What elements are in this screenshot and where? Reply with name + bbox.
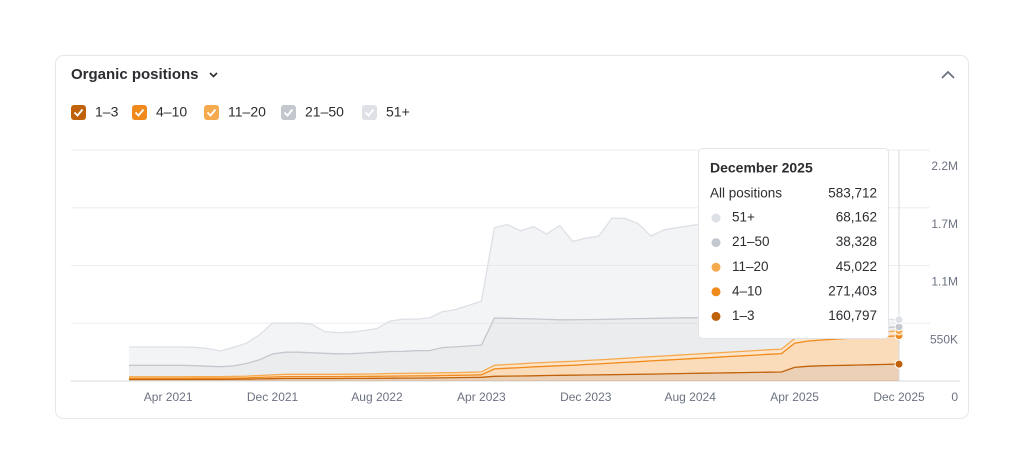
y-tick-label: 1.1M [931, 275, 958, 289]
series-line [129, 363, 900, 381]
hover-dot [894, 359, 904, 369]
hover-dot [894, 315, 904, 325]
legend-checkbox[interactable] [362, 105, 377, 120]
x-tick-label: Aug 2024 [664, 390, 716, 404]
collapse-chevron[interactable] [941, 70, 955, 79]
tooltip-value: 160,797 [828, 308, 877, 323]
y-tick-label: 1.7M [931, 217, 958, 231]
tooltip-value: 38,328 [836, 234, 877, 249]
tooltip-value: 68,162 [836, 210, 877, 225]
legend-checkbox[interactable] [204, 105, 219, 120]
tooltip-dot [711, 287, 721, 297]
tooltip-dot [711, 262, 721, 272]
x-tick-label: Dec 2023 [560, 390, 612, 404]
tooltip: December 2025 All positions 583,712 51+ 68,1… [698, 148, 889, 339]
legend-label[interactable]: 1–3 [95, 104, 119, 120]
checkmark [283, 108, 294, 117]
x-tick-label: Dec 2025 [873, 390, 925, 404]
tooltip-series-name: 1–3 [732, 308, 755, 323]
tooltip-series-name: 4–10 [732, 283, 762, 298]
x-tick-label: Aug 2022 [351, 390, 403, 404]
x-tick-label: Apr 2021 [144, 390, 193, 404]
legend-label[interactable]: 11–20 [228, 104, 266, 120]
legend-item[interactable]: 21–50 [281, 104, 344, 120]
legend-item[interactable]: 4–10 [132, 104, 187, 120]
tooltip-dot [711, 238, 721, 248]
y-tick-label: 2.2M [931, 159, 958, 173]
legend-label[interactable]: 51+ [386, 104, 410, 120]
checkmark [73, 108, 84, 117]
tooltip-title: December 2025 [710, 160, 813, 176]
tooltip-total: 583,712 [828, 186, 877, 201]
legend-checkbox[interactable] [132, 105, 147, 120]
tooltip-value: 45,022 [836, 259, 877, 274]
checkmark [134, 108, 145, 117]
x-tick-label: Apr 2025 [770, 390, 819, 404]
checkmark [364, 108, 375, 117]
widget-title[interactable]: Organic positions [71, 66, 199, 83]
y-tick-label: 550K [930, 332, 958, 346]
legend-item[interactable]: 51+ [362, 104, 410, 120]
x-tick-label: Dec 2021 [247, 390, 299, 404]
legend-item[interactable]: 1–3 [71, 104, 119, 120]
legend-label[interactable]: 4–10 [156, 104, 187, 120]
legend-label[interactable]: 21–50 [305, 104, 344, 120]
legend-checkbox[interactable] [71, 105, 86, 120]
x-tick-label: Apr 2023 [457, 390, 506, 404]
tooltip-series-name: 51+ [732, 210, 755, 225]
tooltip-series-name: 21–50 [732, 234, 770, 249]
checkmark [206, 108, 217, 117]
series-line [129, 330, 900, 378]
tooltip-series-name: 11–20 [732, 259, 769, 274]
tooltip-dot [711, 213, 721, 223]
tooltip-dot [711, 311, 721, 321]
area [129, 364, 899, 381]
tooltip-box [698, 148, 889, 339]
tooltip-value: 271,403 [828, 283, 877, 298]
area [129, 335, 899, 380]
legend-checkbox[interactable] [281, 105, 296, 120]
dropdown-chevron[interactable] [209, 72, 218, 78]
tooltip-total-name: All positions [710, 186, 782, 201]
y-tick-label: 0 [951, 390, 958, 404]
legend-item[interactable]: 11–20 [204, 104, 266, 120]
series-line [129, 334, 900, 380]
